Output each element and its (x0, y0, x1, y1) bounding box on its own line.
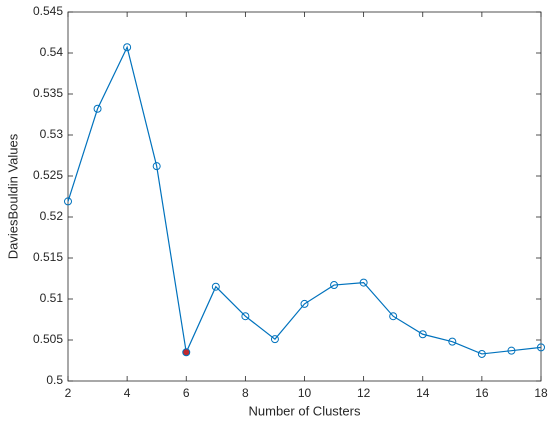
x-tick-label: 8 (242, 386, 249, 400)
y-tick-label: 0.535 (33, 86, 63, 100)
x-tick-label: 14 (416, 386, 430, 400)
x-tick-label: 6 (183, 386, 190, 400)
x-axis-title: Number of Clusters (249, 403, 361, 418)
marker (418, 330, 427, 339)
y-axis-title: DaviesBouldin Values (5, 133, 20, 259)
x-tick-label: 18 (534, 386, 548, 400)
y-tick-label: 0.5 (46, 373, 63, 387)
plot-area (67, 11, 542, 382)
marker (270, 335, 279, 344)
marker (152, 162, 161, 171)
x-tick-label: 2 (65, 386, 72, 400)
marker (477, 349, 486, 358)
y-tick-label: 0.54 (40, 45, 64, 59)
x-tick-label: 16 (475, 386, 489, 400)
y-tick-label: 0.515 (33, 250, 63, 264)
highlight-marker (182, 348, 191, 357)
marker (359, 278, 368, 287)
marker (93, 104, 102, 113)
y-tick-label: 0.53 (40, 127, 64, 141)
marker (211, 282, 220, 291)
marker (241, 312, 250, 321)
marker (537, 343, 545, 352)
marker (123, 43, 132, 52)
line (67, 45, 542, 355)
y-tick-label: 0.545 (33, 4, 63, 18)
x-tick-label: 4 (124, 386, 131, 400)
marker (330, 281, 339, 290)
marker (64, 197, 72, 206)
y-tick-label: 0.525 (33, 168, 63, 182)
marker (300, 299, 309, 308)
marker (389, 312, 398, 321)
y-tick-label: 0.52 (40, 209, 64, 223)
y-tick-label: 0.51 (40, 291, 64, 305)
x-tick-label: 10 (298, 386, 312, 400)
y-tick-label: 0.505 (33, 332, 63, 346)
marker (507, 346, 516, 355)
marker (448, 337, 457, 346)
x-tick-label: 12 (357, 386, 371, 400)
